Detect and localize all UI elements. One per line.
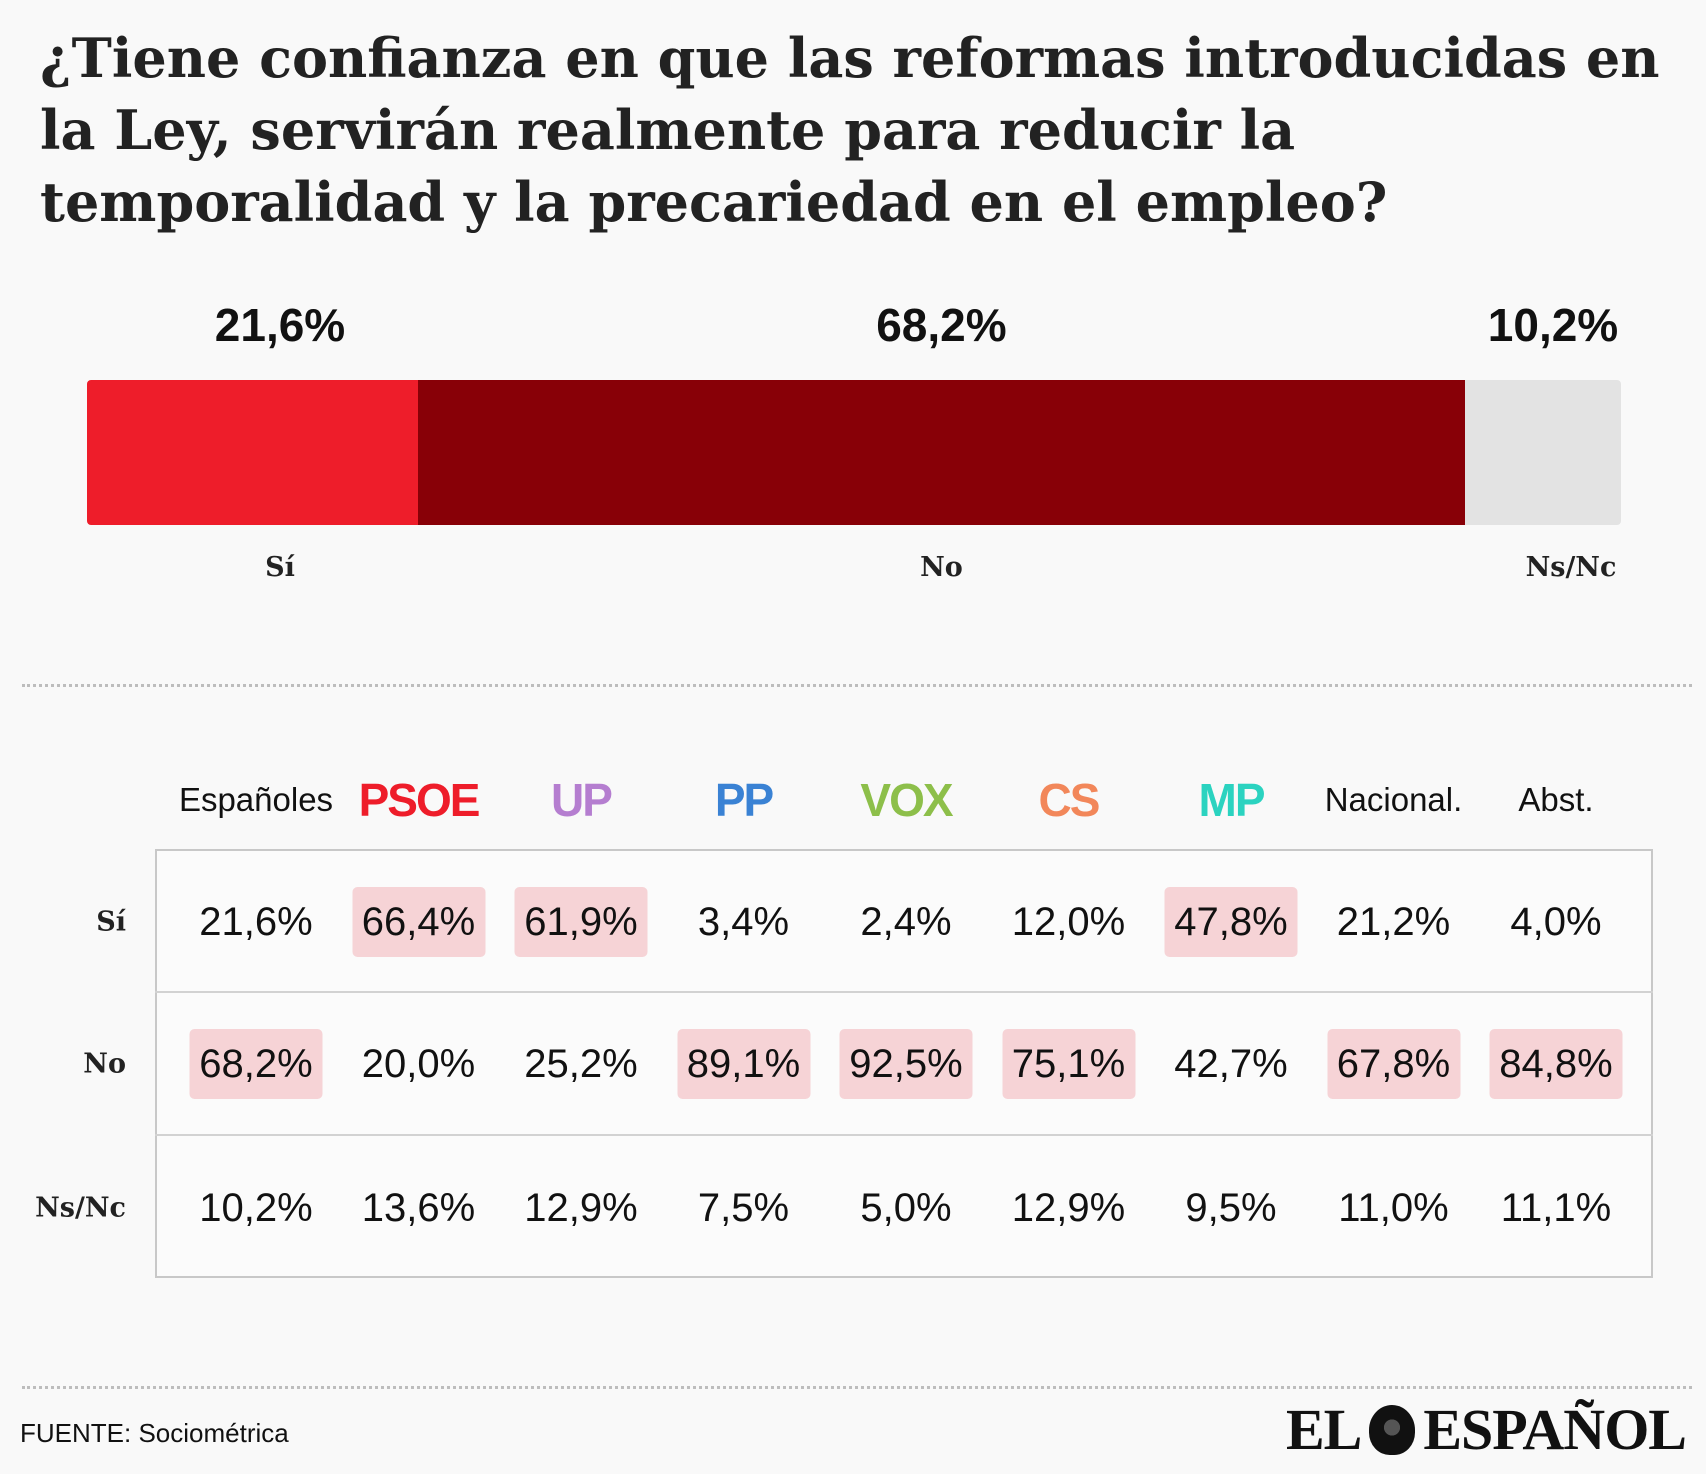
bar-category-label: Sí — [265, 552, 295, 583]
lion-icon — [1369, 1404, 1416, 1455]
table-cell: 67,8% — [1327, 1029, 1460, 1099]
column-header: Abst. — [1518, 781, 1594, 818]
el-espanol-logo: EL ESPAÑOL — [1285, 1396, 1687, 1463]
table-cell: 9,5% — [1185, 1185, 1277, 1230]
row-divider — [155, 991, 1653, 993]
chart-title: ¿Tiene confianza en que las reformas int… — [40, 26, 1660, 234]
table-cell: 68,2% — [189, 1029, 323, 1099]
table-cell: 11,0% — [1338, 1185, 1449, 1230]
table-cell: 84,8% — [1489, 1029, 1623, 1099]
table-cell: 66,4% — [352, 887, 485, 957]
column-header: PP — [714, 774, 774, 826]
table-cell: 47,8% — [1164, 887, 1298, 957]
table-cell: 12,9% — [1011, 1185, 1126, 1230]
table-cell: 10,2% — [199, 1185, 313, 1230]
column-header: PSOE — [358, 774, 481, 826]
column-header: MP — [1198, 774, 1266, 826]
bar-segment-2 — [418, 380, 1465, 525]
column-header: VOX — [860, 774, 953, 826]
divider-top — [22, 684, 1692, 687]
bar-segment-3 — [1464, 380, 1621, 525]
column-header: Nacional. — [1324, 781, 1463, 818]
row-label: Ns/Nc — [35, 1192, 126, 1224]
table-cell: 2,4% — [860, 899, 952, 944]
table-cell: 75,1% — [1002, 1029, 1135, 1099]
table-cell: 3,4% — [697, 899, 790, 944]
column-header: CS — [1038, 774, 1101, 826]
table-cell: 92,5% — [839, 1029, 973, 1099]
table-cell: 7,5% — [697, 1185, 790, 1230]
table-cell: 20,0% — [361, 1041, 476, 1086]
column-header: Españoles — [178, 781, 334, 818]
table-cell: 4,0% — [1510, 899, 1602, 944]
table-cell: 13,6% — [361, 1185, 476, 1230]
divider-bottom — [22, 1386, 1692, 1389]
row-divider — [155, 1134, 1653, 1136]
row-label: Sí — [96, 906, 126, 938]
bar-category-label: No — [920, 552, 963, 583]
table-cell: 12,9% — [524, 1185, 638, 1230]
table-cell: 12,0% — [1011, 899, 1126, 944]
table-cell: 89,1% — [677, 1029, 810, 1099]
bar-value-label: 68,2% — [876, 299, 1007, 351]
bar-category-label: Ns/Nc — [1525, 552, 1617, 583]
source-note: FUENTE: Sociométrica — [20, 1418, 289, 1448]
stacked-bar — [87, 380, 1621, 525]
column-header: UP — [551, 774, 613, 826]
table-cell: 61,9% — [514, 887, 648, 957]
table-cell: 11,1% — [1500, 1185, 1612, 1230]
table-cell: 21,2% — [1336, 899, 1451, 944]
table-cell: 5,0% — [860, 1185, 952, 1230]
bar-value-label: 21,6% — [214, 299, 346, 351]
bar-segment-1 — [87, 380, 419, 525]
table-cell: 42,7% — [1174, 1041, 1288, 1086]
table-cell: 25,2% — [524, 1041, 638, 1086]
row-label: No — [83, 1048, 126, 1080]
table-cell: 21,6% — [199, 899, 313, 944]
logo-text-left: EL — [1285, 1397, 1362, 1462]
logo-text-right: ESPAÑOL — [1423, 1397, 1687, 1462]
bar-value-label: 10,2% — [1487, 299, 1619, 351]
